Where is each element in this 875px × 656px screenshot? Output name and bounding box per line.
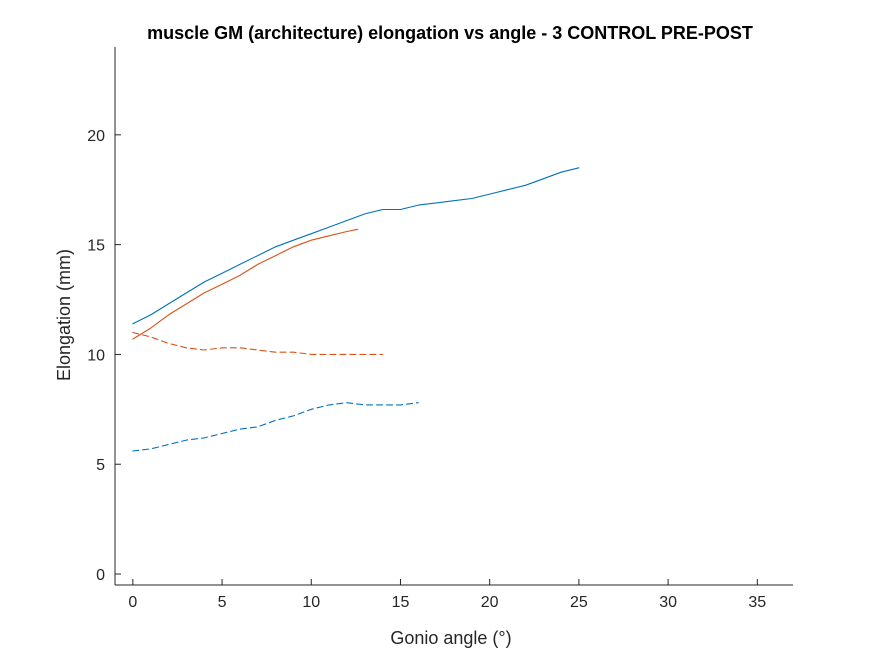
series-line-1 xyxy=(132,167,580,325)
x-tick-label: 15 xyxy=(392,594,410,611)
y-tick-label: 5 xyxy=(96,457,105,474)
y-tick-label: 10 xyxy=(87,347,105,364)
y-axis-label: Elongation (mm) xyxy=(54,249,74,381)
x-tick-label: 5 xyxy=(218,594,227,611)
chart-title: muscle GM (architecture) elongation vs a… xyxy=(147,23,753,43)
x-tick-label: 0 xyxy=(128,594,137,611)
y-tick-label: 20 xyxy=(87,128,105,145)
y-tick-label: 15 xyxy=(87,238,105,255)
axes-layer: 0 5 10 15 20 25 30 35 0 5 10 15 20 xyxy=(87,47,793,611)
x-axis-label: Gonio angle (°) xyxy=(390,628,511,648)
x-tick-label: 30 xyxy=(659,594,677,611)
x-tick-label: 35 xyxy=(748,594,766,611)
x-tick-label: 10 xyxy=(302,594,320,611)
series-line-3 xyxy=(132,331,384,355)
series-line-2 xyxy=(132,228,359,340)
series-line-4 xyxy=(132,402,419,452)
x-tick-label: 20 xyxy=(481,594,499,611)
x-tick-label: 25 xyxy=(570,594,588,611)
y-tick-label: 0 xyxy=(96,567,105,584)
series-layer xyxy=(132,167,580,452)
